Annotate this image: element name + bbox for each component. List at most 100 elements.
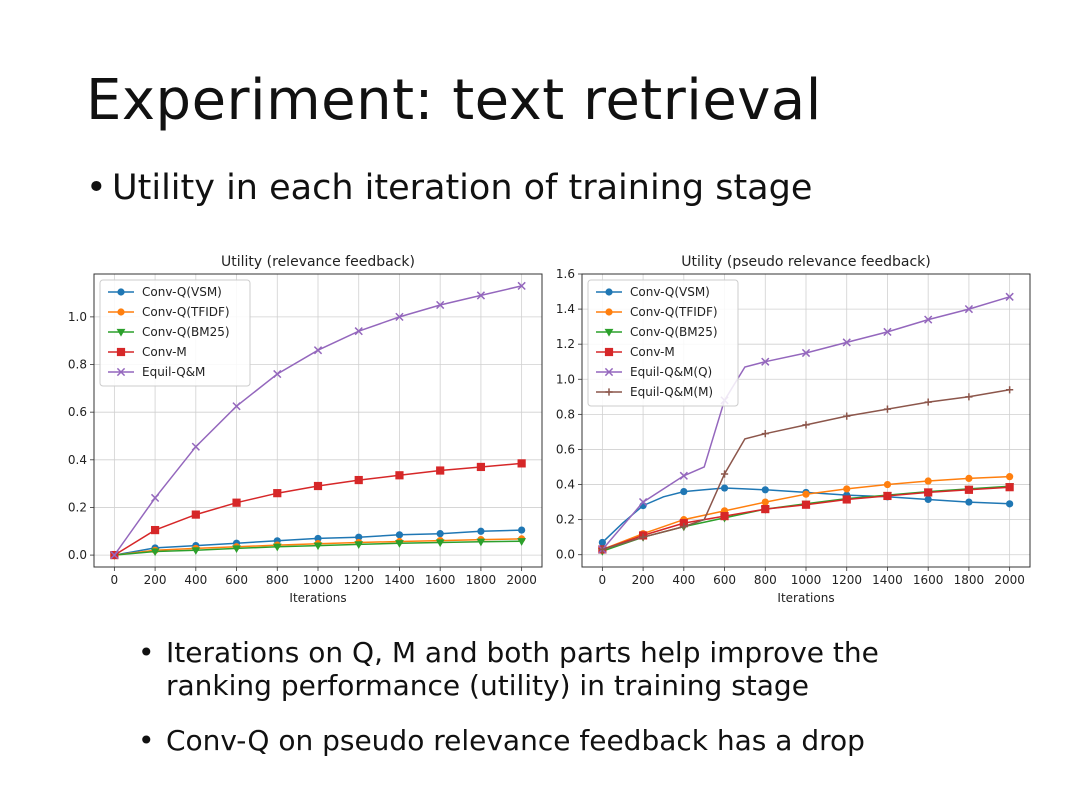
right-chart-series-conv-m-point xyxy=(842,495,851,504)
right-chart-legend-label: Conv-Q(TFIDF) xyxy=(630,305,718,319)
right-chart-series-equil-q-m-q-point xyxy=(883,327,892,337)
left-chart-series-conv-q-bm25-point xyxy=(150,548,160,557)
left-chart-series-conv-q-vsm-point xyxy=(314,534,322,543)
right-chart-y-tick-label: 0.2 xyxy=(556,513,575,527)
right-chart-series-equil-q-m-q xyxy=(598,292,1014,554)
right-chart-y-tick-label: 0.4 xyxy=(556,478,575,492)
bullet-marker: • xyxy=(86,168,107,208)
right-chart-series-conv-q-vsm-point xyxy=(680,487,688,496)
right-chart-series-conv-q-tfidf-point xyxy=(965,474,973,482)
left-chart-series-conv-q-bm25-point xyxy=(435,539,445,548)
right-chart-series-conv-q-tfidf-point xyxy=(883,480,892,489)
right-chart-y-tick-label: 0.6 xyxy=(556,442,575,456)
chart-relevance-feedback: Utility (relevance feedback) 0 200 400 600 80… xyxy=(68,254,543,605)
right-chart-legend-label: Equil-Q&M(Q) xyxy=(630,365,712,379)
right-chart-series-equil-q-m-q-point xyxy=(761,357,770,366)
right-chart-y-tick-label: 0.0 xyxy=(556,548,575,562)
right-chart-legend-label: Conv-M xyxy=(630,345,675,359)
left-chart-series-conv-q-bm25 xyxy=(109,538,527,560)
right-chart-series-equil-q-m-q-point xyxy=(638,497,648,507)
left-chart-series-conv-q-vsm-point xyxy=(436,530,444,538)
right-chart-x-tick-label: 1000 xyxy=(791,573,822,587)
right-chart-series-equil-q-m-m-point xyxy=(802,421,810,429)
right-chart-x-tick-label: 0 xyxy=(599,573,607,587)
left-chart-series-conv-m-point xyxy=(232,498,241,507)
right-chart-series-conv-q-tfidf-point xyxy=(802,490,810,498)
left-chart-y-tick-label: 0.0 xyxy=(68,548,87,562)
left-chart-title: Utility (relevance feedback) xyxy=(221,254,415,270)
right-chart-legend-box xyxy=(587,279,739,407)
right-chart-series-conv-m-point xyxy=(924,488,933,497)
right-chart-series-conv-q-tfidf-point xyxy=(1006,473,1014,481)
right-chart-legend-marker xyxy=(605,308,613,316)
left-chart-series-conv-q-bm25-point xyxy=(272,543,282,552)
right-chart-series-equil-q-m-q-point xyxy=(964,304,974,314)
right-chart-series-conv-q-tfidf-point xyxy=(761,498,769,506)
left-chart-y-tick-label: 0.8 xyxy=(68,358,87,372)
right-chart-series-conv-q-vsm-point xyxy=(720,484,729,492)
right-chart-series-equil-q-m-m-point xyxy=(761,430,769,438)
right-chart-legend-marker xyxy=(604,328,614,337)
sub-bullet-2-line-1: Conv-Q on pseudo relevance feedback has … xyxy=(166,724,865,757)
left-chart-x-tick-label: 1400 xyxy=(384,573,415,587)
right-chart-x-tick-label: 600 xyxy=(713,573,736,587)
left-chart-series-conv-m-point xyxy=(191,510,200,519)
left-chart-series-conv-q-bm25-point xyxy=(395,540,404,548)
right-chart-series-conv-m-point xyxy=(964,485,974,494)
right-chart-series-equil-q-m-m-point xyxy=(598,545,606,554)
left-chart-series-equil-q-m-point xyxy=(150,493,160,503)
right-chart-series-conv-m-point xyxy=(801,500,811,509)
right-chart-legend-marker xyxy=(605,288,613,296)
left-chart-series-equil-q-m-point xyxy=(436,300,445,310)
left-chart-series-equil-q-m-point xyxy=(273,369,282,379)
left-chart-series-equil-q-m-point xyxy=(476,291,486,300)
left-chart-legend-marker xyxy=(116,328,126,337)
left-chart-x-tick-label: 200 xyxy=(144,573,167,587)
right-chart-legend-label: Conv-Q(BM25) xyxy=(630,325,718,339)
charts-area: Utility (relevance feedback) 0 200 400 600 80… xyxy=(0,248,1080,618)
left-chart-series-conv-m-point xyxy=(273,489,282,498)
left-chart-y-tick-label: 0.4 xyxy=(68,453,87,467)
right-chart-series-equil-q-m-q-point xyxy=(1005,292,1014,301)
right-chart-series-equil-q-m-m-point xyxy=(680,523,688,531)
left-chart-series-conv-q-vsm-point xyxy=(355,533,363,541)
left-chart-x-tick-label: 400 xyxy=(184,573,207,587)
right-chart-x-tick-label: 200 xyxy=(632,573,655,587)
right-chart-series-conv-m-point xyxy=(761,505,770,514)
left-chart-series-conv-m-point xyxy=(436,466,445,475)
left-chart-series-conv-m-point xyxy=(395,471,404,480)
left-chart-series-conv-m-point xyxy=(517,459,526,468)
left-chart-series-conv-q-bm25-point xyxy=(232,545,241,554)
sub-bullet-2: • Conv-Q on pseudo relevance feedback has… xyxy=(138,724,865,757)
sub-bullet-1-line-1: Iterations on Q, M and both parts help i… xyxy=(166,636,879,669)
left-chart-legend-marker xyxy=(116,367,126,377)
left-chart-series-conv-m-point xyxy=(313,481,323,491)
right-chart-series-conv-q-vsm-point xyxy=(924,495,932,504)
right-chart-x-tick-label: 2000 xyxy=(994,573,1025,587)
left-chart-series-conv-m-point xyxy=(476,462,486,472)
right-chart-series-conv-q-vsm-point xyxy=(965,498,973,506)
left-chart-legend-label: Conv-M xyxy=(142,345,187,359)
left-chart-y-tick-label: 1.0 xyxy=(68,310,87,324)
left-chart-x-tick-label: 1600 xyxy=(425,573,456,587)
left-chart-series-equil-q-m-point xyxy=(354,327,363,336)
right-chart-series-conv-m-point xyxy=(1005,483,1014,492)
left-chart-x-axis-label: Iterations xyxy=(289,591,346,605)
right-chart-series-equil-q-m-q-point xyxy=(842,338,851,347)
left-chart-series-conv-q-bm25-point xyxy=(313,542,323,551)
left-chart-legend-label: Conv-Q(BM25) xyxy=(142,325,230,339)
left-chart-series-equil-q-m-point xyxy=(232,402,241,411)
right-chart-series-equil-q-m-q-point xyxy=(801,348,811,358)
bullet-marker: • xyxy=(138,636,155,669)
left-chart-series-equil-q-m-point xyxy=(110,550,119,560)
right-chart-series-conv-q-vsm-point xyxy=(761,486,769,494)
left-chart-y-tick-label: 0.6 xyxy=(68,405,87,419)
right-chart-legend-label: Conv-Q(VSM) xyxy=(630,285,710,299)
right-chart-series-equil-q-m-q-point xyxy=(924,315,933,324)
right-chart-legend-marker xyxy=(604,347,614,357)
left-chart-series-conv-q-vsm-point xyxy=(477,527,485,535)
right-chart-series-equil-q-m-m-point xyxy=(924,398,932,406)
right-chart-series-equil-q-m-m-point xyxy=(883,405,892,413)
right-chart-title: Utility (pseudo relevance feedback) xyxy=(681,254,931,270)
right-chart-series-conv-q-tfidf-point xyxy=(843,485,851,493)
